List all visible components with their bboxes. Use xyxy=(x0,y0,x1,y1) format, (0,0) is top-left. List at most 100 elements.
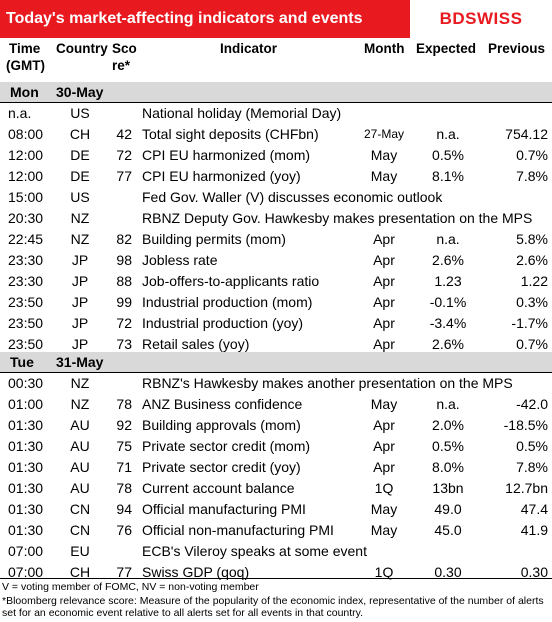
indicator-cell: RBNZ Deputy Gov. Hawkesby makes presenta… xyxy=(142,210,533,226)
logo-text: BDSWISS xyxy=(439,9,523,28)
time-cell: 01:30 xyxy=(8,459,44,475)
col-previous: Previous xyxy=(488,41,546,56)
col-score: Sco xyxy=(112,41,137,56)
indicator-cell: Fed Gov. Waller (V) discusses economic o… xyxy=(142,189,443,205)
time-cell: 22:45 xyxy=(8,231,44,247)
month-cell: Apr xyxy=(373,336,395,352)
previous-cell: 0.7% xyxy=(516,336,548,352)
indicator-cell: National holiday (Memorial Day) xyxy=(142,105,342,121)
indicator-cell: Building permits (mom) xyxy=(142,231,286,247)
table-row: 01:30 AU 78 Current account balance 1Q 13bn 12… xyxy=(0,478,552,499)
month-cell: May xyxy=(370,168,398,184)
table-row: 23:30 JP 98 Jobless rate Apr 2.6% 2.6% xyxy=(0,250,552,271)
previous-cell: 2.6% xyxy=(516,252,548,268)
section-monday: Mon 30-May xyxy=(0,82,552,103)
score-cell: 77 xyxy=(116,564,132,580)
table-row: 12:00 DE 77 CPI EU harmonized (yoy) May 8.1% 7… xyxy=(0,166,552,187)
country-cell: CN xyxy=(69,522,91,538)
month-cell: Apr xyxy=(373,417,395,433)
table-row: 01:30 AU 75 Private sector credit (mom) Apr 0… xyxy=(0,436,552,457)
previous-cell: 0.7% xyxy=(516,147,548,163)
previous-cell: -1.7% xyxy=(511,315,548,331)
month-cell: Apr xyxy=(373,273,395,289)
indicator-cell: Jobless rate xyxy=(142,252,218,268)
indicator-cell: Industrial production (yoy) xyxy=(142,315,304,331)
month-cell: 1Q xyxy=(374,480,394,496)
country-cell: AU xyxy=(70,459,90,475)
time-cell: 00:30 xyxy=(8,375,44,391)
score-cell: 92 xyxy=(116,417,132,433)
table-row: 01:30 CN 76 Official non-manufacturing PMI M… xyxy=(0,520,552,541)
country-cell: AU xyxy=(70,417,90,433)
expected-cell: 8.0% xyxy=(432,459,464,475)
indicator-cell: CPI EU harmonized (yoy) xyxy=(142,168,301,184)
score-cell: 82 xyxy=(116,231,132,247)
country-cell: AU xyxy=(70,438,90,454)
section-day: Tue xyxy=(10,354,34,370)
month-cell: 27-May xyxy=(363,127,404,141)
expected-cell: 2.6% xyxy=(432,336,464,352)
table-row: 01:30 CN 94 Official manufacturing PMI May 49… xyxy=(0,499,552,520)
country-cell: NZ xyxy=(70,231,90,247)
col-expected: Expected xyxy=(416,41,477,56)
previous-cell: 7.8% xyxy=(516,168,548,184)
expected-cell: n.a. xyxy=(436,396,460,412)
time-cell: 23:50 xyxy=(8,294,44,310)
col-country: Country xyxy=(56,41,108,56)
indicator-cell: CPI EU harmonized (mom) xyxy=(142,147,311,163)
score-cell: 73 xyxy=(116,336,132,352)
score-cell: 78 xyxy=(116,396,132,412)
month-cell: Apr xyxy=(373,459,395,475)
expected-cell: 2.6% xyxy=(432,252,464,268)
expected-cell: n.a. xyxy=(436,231,460,247)
time-cell: 12:00 xyxy=(8,168,44,184)
previous-cell: 0.30 xyxy=(520,564,548,580)
expected-cell: 2.0% xyxy=(432,417,464,433)
time-cell: 01:30 xyxy=(8,522,44,538)
indicator-cell: ECB's Vileroy speaks at some event xyxy=(142,543,367,559)
time-cell: 23:50 xyxy=(8,315,44,331)
time-cell: 08:00 xyxy=(8,126,44,142)
col-time: Time xyxy=(9,41,41,56)
country-cell: CH xyxy=(69,564,91,580)
time-cell: 23:30 xyxy=(8,273,44,289)
time-cell: 01:00 xyxy=(8,396,44,412)
previous-cell: 1.22 xyxy=(520,273,548,289)
time-cell: 12:00 xyxy=(8,147,44,163)
expected-cell: 49.0 xyxy=(434,501,462,517)
month-cell: May xyxy=(370,396,398,412)
time-cell: n.a. xyxy=(8,105,32,121)
country-cell: AU xyxy=(70,480,90,496)
section-date: 30-May xyxy=(56,84,104,100)
footnote-score: *Bloomberg relevance score: Measure of t… xyxy=(2,595,544,619)
table-row: 23:50 JP 72 Industrial production (yoy) Apr -… xyxy=(0,313,552,334)
time-cell: 23:30 xyxy=(8,252,44,268)
previous-cell: -18.5% xyxy=(503,417,548,433)
col-score-cont: re* xyxy=(112,58,131,73)
previous-cell: 5.8% xyxy=(516,231,548,247)
table-row: 22:45 NZ 82 Building permits (mom) Apr n.a. 5.… xyxy=(0,229,552,250)
month-cell: Apr xyxy=(373,252,395,268)
indicator-cell: Official non-manufacturing PMI xyxy=(142,522,334,538)
indicator-cell: Building approvals (mom) xyxy=(142,417,301,433)
country-cell: JP xyxy=(71,315,89,331)
time-cell: 15:00 xyxy=(8,189,44,205)
col-indicator: Indicator xyxy=(220,41,278,56)
country-cell: NZ xyxy=(70,396,90,412)
section-tuesday: Tue 31-May xyxy=(0,352,552,373)
time-cell: 07:00 xyxy=(8,543,44,559)
table-row: 00:30 NZ RBNZ's Hawkesby makes another pre… xyxy=(0,373,552,394)
score-cell: 77 xyxy=(116,168,132,184)
country-cell: EU xyxy=(70,543,90,559)
indicator-cell: Private sector credit (mom) xyxy=(142,438,311,454)
month-cell: May xyxy=(370,147,398,163)
table-row: 08:00 CH 42 Total sight deposits (CHFbn) 27-… xyxy=(0,124,552,145)
table-row: n.a. US National holiday (Memorial Day) xyxy=(0,103,552,124)
indicator-cell: Retail sales (yoy) xyxy=(142,336,250,352)
table-row: 01:30 AU 92 Building approvals (mom) Apr 2.0%… xyxy=(0,415,552,436)
table-row: 07:00 EU ECB's Vileroy speaks at some even… xyxy=(0,541,552,562)
indicator-cell: Current account balance xyxy=(142,480,295,496)
score-cell: 94 xyxy=(116,501,132,517)
month-cell: Apr xyxy=(373,294,395,310)
